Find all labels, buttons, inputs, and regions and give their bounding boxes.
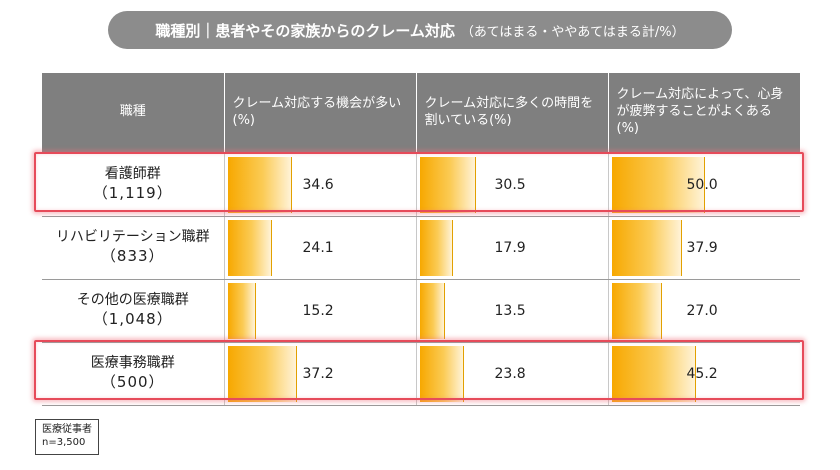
data-label: 30.5: [494, 176, 526, 193]
role-count: （500）: [100, 372, 165, 391]
chart-title-sub: （あてはまる・ややあてはまる計/%）: [460, 24, 685, 40]
data-bar: [227, 156, 292, 213]
role-count: （833）: [100, 246, 165, 265]
data-label: 24.1: [302, 239, 334, 256]
value-cell: 23.8: [415, 342, 608, 406]
role-cell: 医療事務職群 （500）: [42, 342, 224, 406]
table-row: リハビリテーション職群 （833） 24.1 17.9 37.9: [42, 216, 800, 280]
role-name: リハビリテーション職群: [55, 229, 210, 246]
role-cell: 看護師群 （1,119）: [42, 152, 224, 217]
value-cell: 50.0: [607, 152, 800, 217]
value-cell: 15.2: [223, 279, 416, 343]
data-bar: [419, 219, 453, 276]
note-line1: 医療従事者: [42, 424, 92, 435]
table-row: 医療事務職群 （500） 37.2 23.8 45.2: [42, 342, 800, 406]
data-label: 45.2: [686, 365, 718, 382]
value-cell: 24.1: [223, 216, 416, 280]
data-label: 13.5: [494, 302, 526, 319]
data-bar: [611, 156, 705, 213]
chart-title: 職種別｜患者やその家族からのクレーム対応 （あてはまる・ややあてはまる計/%）: [108, 11, 732, 49]
data-label: 37.2: [302, 365, 334, 382]
role-name: 看護師群: [104, 166, 161, 183]
value-cell: 17.9: [415, 216, 608, 280]
role-cell: リハビリテーション職群 （833）: [42, 216, 224, 280]
header-col3: クレーム対応によって、心身が疲弊することがよくある(%): [607, 73, 800, 153]
chart-title-main: 職種別｜患者やその家族からのクレーム対応: [155, 21, 455, 40]
value-cell: 34.6: [223, 152, 416, 217]
data-table: 職種 クレーム対応する機会が多い(%) クレーム対応に多くの時間を割いている(%…: [42, 73, 800, 406]
value-cell: 30.5: [415, 152, 608, 217]
data-label: 17.9: [494, 239, 526, 256]
data-bar: [227, 345, 297, 402]
role-count: （1,119）: [92, 183, 173, 202]
header-col2: クレーム対応に多くの時間を割いている(%): [415, 73, 608, 153]
table-body: 看護師群 （1,119） 34.6 30.5 50.0 リハビリテーション職群 （833） 2…: [42, 152, 800, 406]
table-row: その他の医療職群 （1,048） 15.2 13.5 27.0: [42, 279, 800, 343]
data-bar: [611, 282, 662, 339]
role-count: （1,048）: [92, 309, 173, 328]
header-row: 職種 クレーム対応する機会が多い(%) クレーム対応に多くの時間を割いている(%…: [42, 73, 800, 153]
data-label: 50.0: [686, 176, 718, 193]
table-row: 看護師群 （1,119） 34.6 30.5 50.0: [42, 152, 800, 217]
value-cell: 13.5: [415, 279, 608, 343]
data-bar: [419, 156, 477, 213]
data-label: 34.6: [302, 176, 334, 193]
data-bar: [419, 345, 464, 402]
data-bar: [419, 282, 445, 339]
data-label: 37.9: [686, 239, 718, 256]
data-label: 15.2: [302, 302, 334, 319]
value-cell: 37.2: [223, 342, 416, 406]
value-cell: 45.2: [607, 342, 800, 406]
header-role: 職種: [42, 73, 224, 153]
header-col1: クレーム対応する機会が多い(%): [223, 73, 416, 153]
value-cell: 37.9: [607, 216, 800, 280]
role-name: その他の医療職群: [76, 292, 189, 309]
role-name: 医療事務職群: [90, 355, 175, 372]
data-bar: [227, 219, 273, 276]
data-bar: [611, 345, 696, 402]
value-cell: 27.0: [607, 279, 800, 343]
data-label: 23.8: [494, 365, 526, 382]
data-bar: [611, 219, 682, 276]
role-cell: その他の医療職群 （1,048）: [42, 279, 224, 343]
data-bar: [227, 282, 256, 339]
note-line2: n=3,500: [42, 437, 86, 448]
sample-note: 医療従事者 n=3,500: [35, 419, 99, 455]
data-label: 27.0: [686, 302, 718, 319]
